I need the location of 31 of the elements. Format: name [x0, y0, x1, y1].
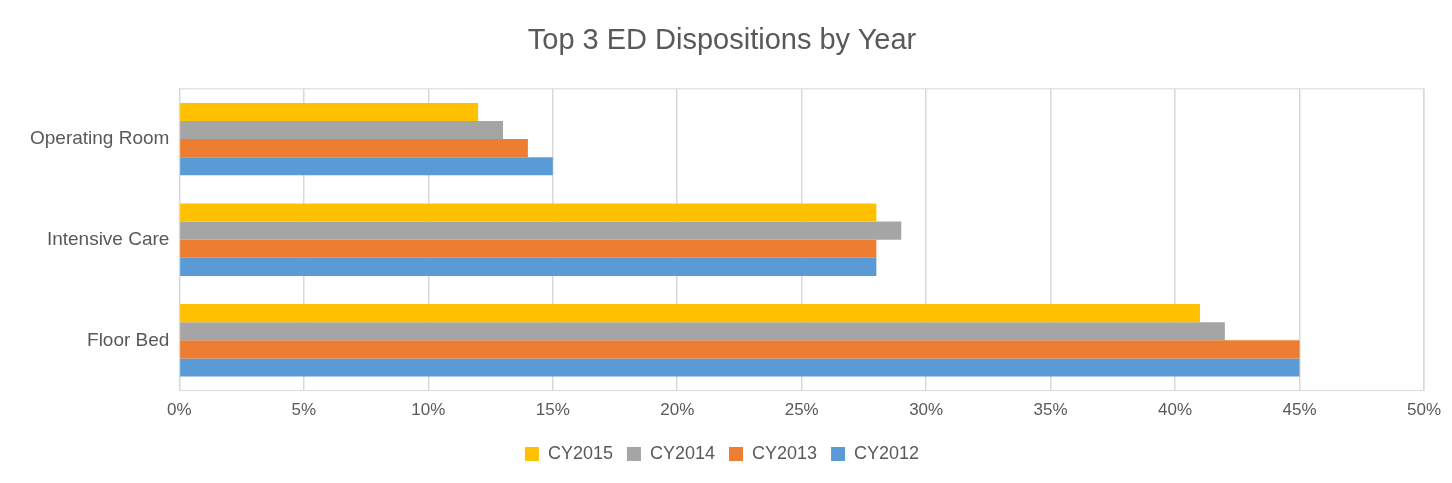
y-tick-label: Operating Room [30, 127, 170, 149]
legend-label: CY2014 [649, 442, 716, 463]
bar [180, 203, 877, 222]
legend-label: CY2012 [854, 442, 920, 463]
bar [180, 239, 877, 258]
x-tick-label: 15% [535, 400, 570, 420]
bar [180, 139, 528, 158]
x-tick-label: 30% [909, 400, 944, 420]
x-tick-label: 35% [1033, 400, 1068, 420]
bar [180, 221, 902, 240]
y-tick-label: Floor Bed [87, 328, 170, 350]
bar [180, 102, 479, 121]
bar [180, 322, 1225, 341]
x-tick-label: 10% [411, 400, 446, 420]
legend-label: CY2013 [752, 442, 818, 463]
chart-title: Top 3 ED Dispositions by Year [527, 23, 917, 56]
x-tick-label: 0% [167, 400, 192, 420]
x-tick-label: 20% [660, 400, 695, 420]
legend-label: CY2015 [547, 442, 613, 463]
bar [180, 157, 553, 176]
bar [180, 120, 503, 140]
bar [180, 304, 1200, 323]
y-tick-label: Intensive Care [46, 227, 170, 249]
bar [180, 358, 1300, 377]
bar [180, 340, 1300, 359]
x-tick-label: 45% [1282, 400, 1317, 420]
x-tick-label: 50% [1406, 400, 1442, 420]
x-tick-label: 5% [291, 400, 317, 420]
bar [180, 257, 877, 276]
x-tick-label: 25% [784, 400, 819, 420]
x-tick-label: 40% [1158, 400, 1193, 420]
